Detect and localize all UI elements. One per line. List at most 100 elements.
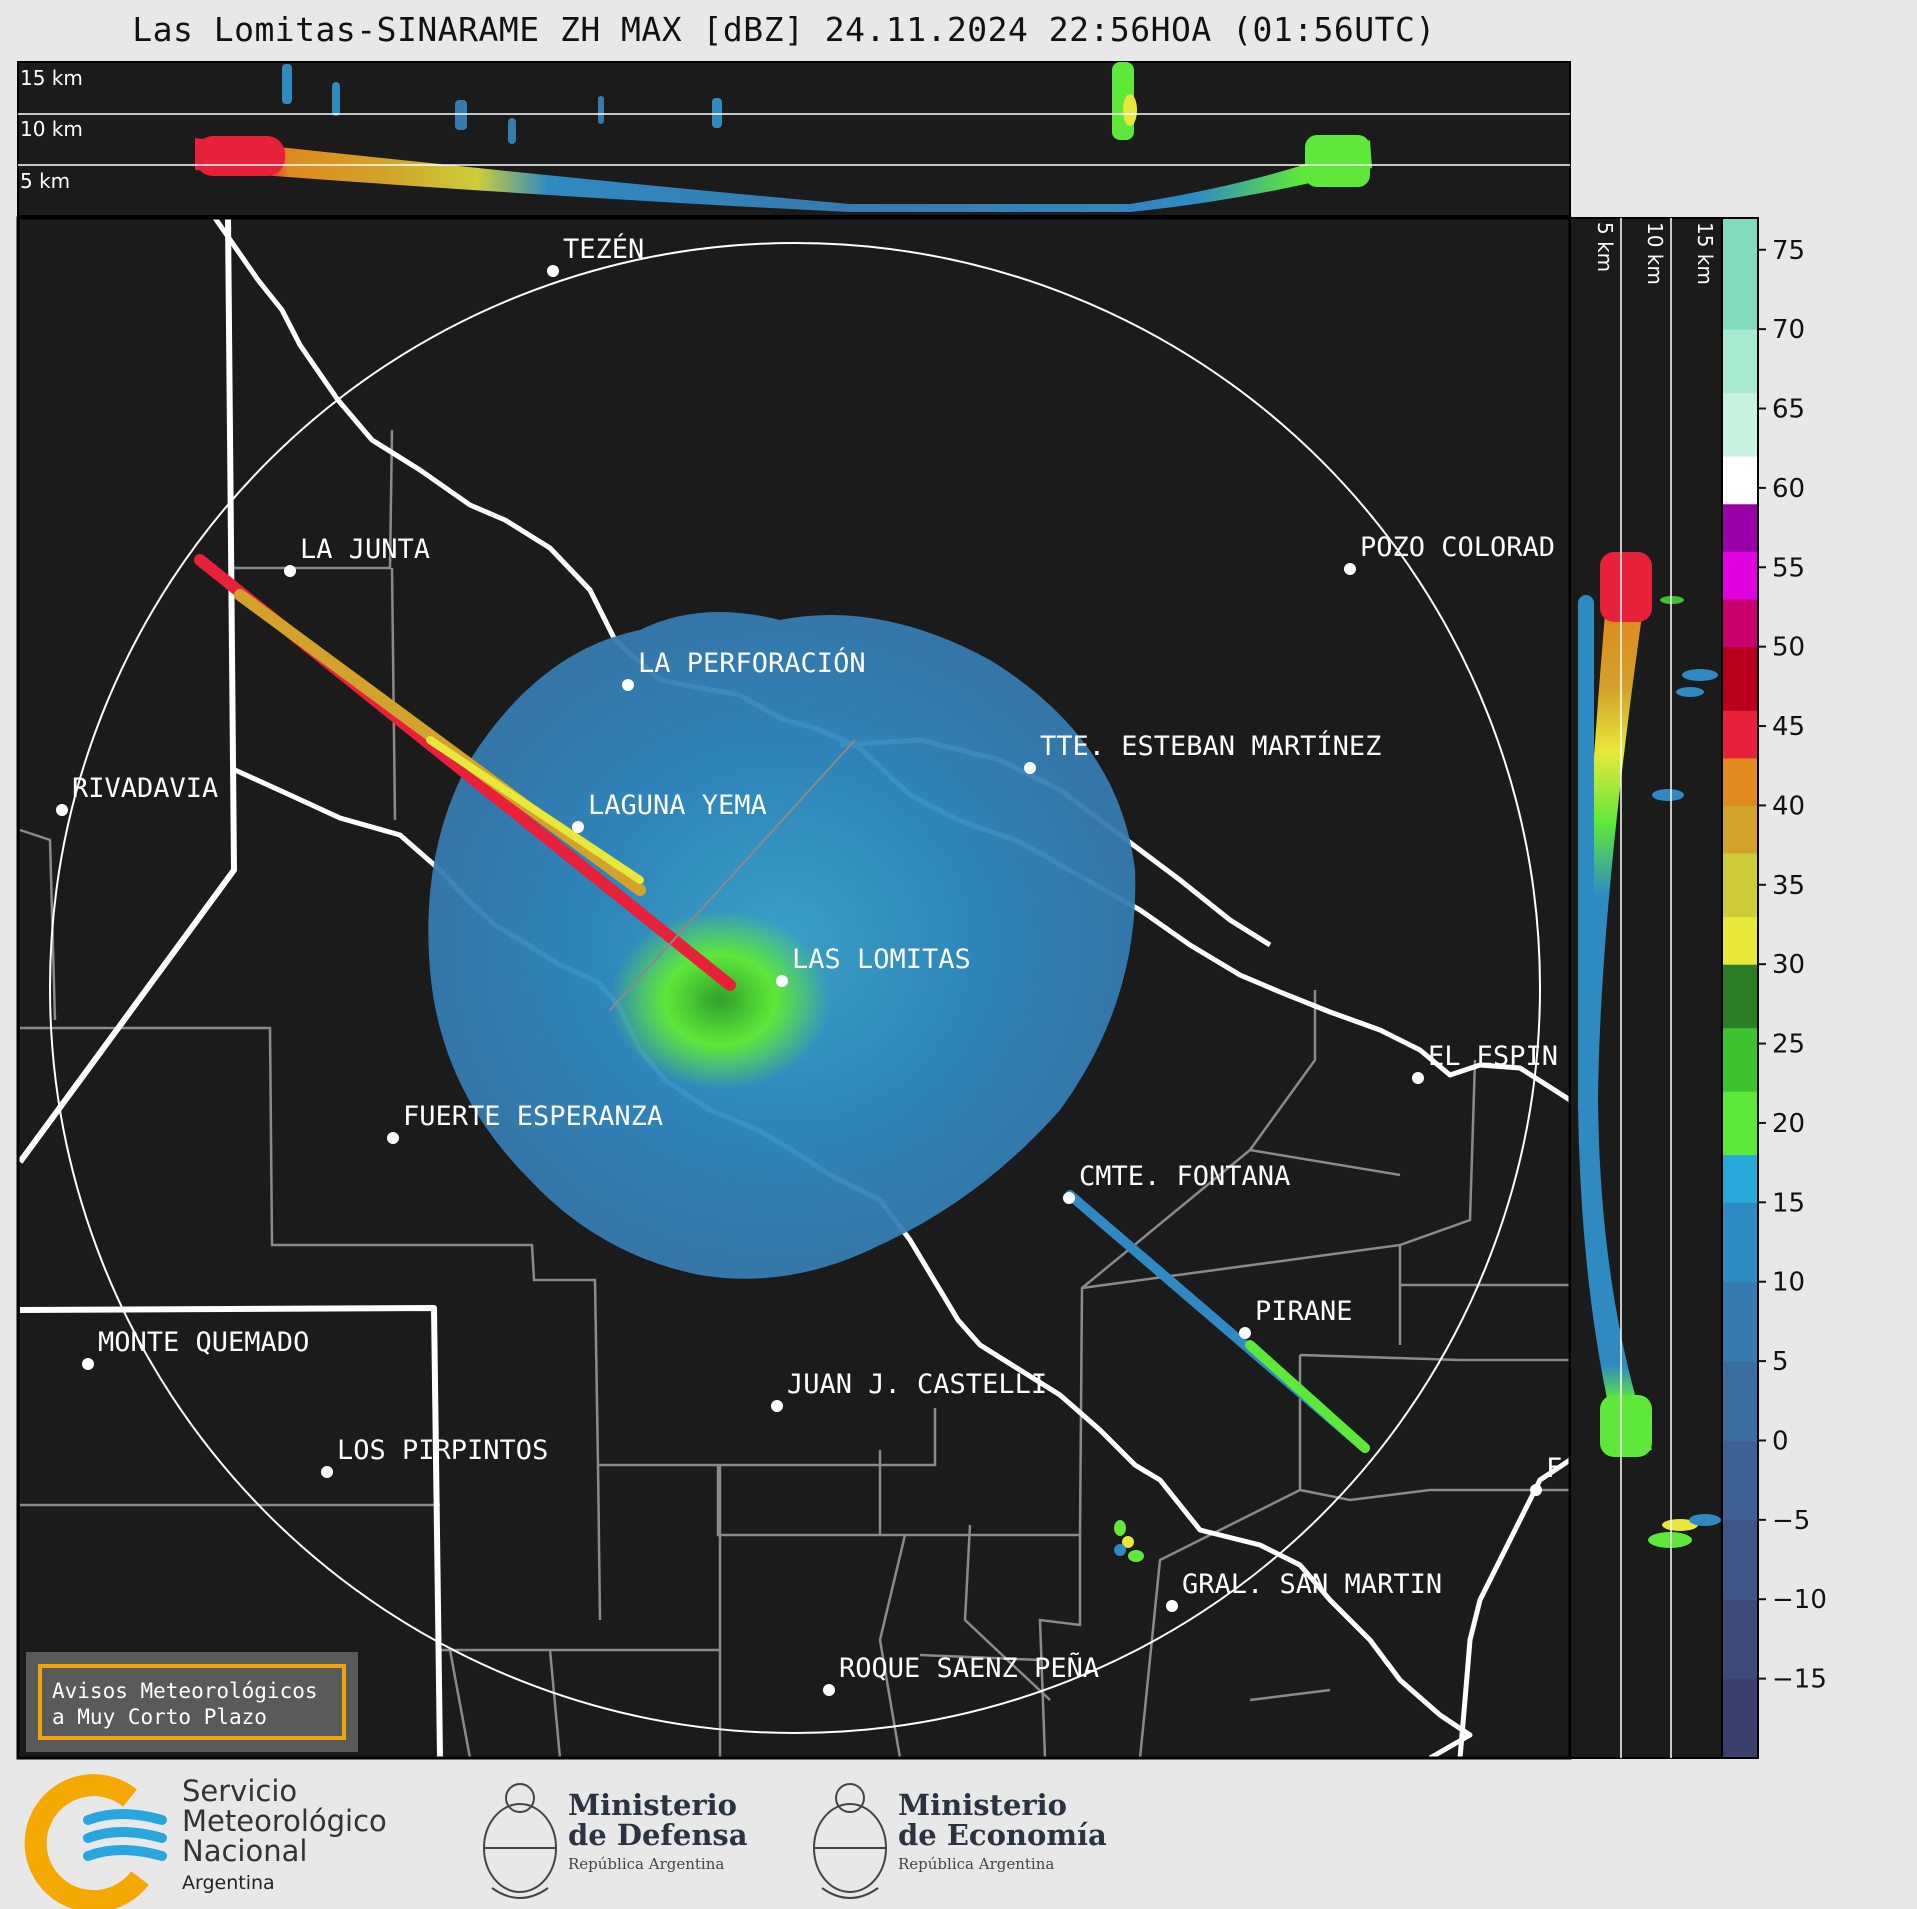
colorbar-band [1722, 646, 1758, 711]
colorbar-band [1722, 1154, 1758, 1203]
city-monte-quemado: MONTE QUEMADO [82, 1327, 309, 1370]
colorbar-band [1722, 1361, 1758, 1441]
city-marker-dot [776, 975, 788, 987]
city-label: FUERTE ESPERANZA [403, 1101, 663, 1132]
city-f: F [1530, 1453, 1562, 1496]
city-label: POZO COLORAD [1360, 532, 1555, 563]
colorbar-tick-label: 20 [1772, 1109, 1805, 1139]
echo-small [1128, 1550, 1144, 1562]
top-profile-storm-core [1123, 94, 1137, 126]
city-marker-dot [321, 1466, 333, 1478]
economia-logo-text: Ministerio de Economía República Argenti… [898, 1790, 1107, 1872]
top-profile-red-core [195, 136, 285, 176]
city-label: LAGUNA YEMA [588, 790, 767, 821]
defensa-sub: República Argentina [568, 1855, 725, 1873]
top-profile-echo [282, 64, 292, 104]
colorbar-tick-label: 60 [1772, 474, 1805, 504]
spoke-artifact-yellow [426, 736, 644, 884]
city-pozo-colorad: POZO COLORAD [1344, 532, 1555, 575]
city-roque-saenz-pe-a: ROQUE SAENZ PEÑA [823, 1652, 1099, 1696]
spoke-artifact-green [1245, 1340, 1370, 1453]
colorbar-band [1722, 1678, 1758, 1759]
colorbar-tick-label: −15 [1772, 1665, 1827, 1695]
top-alt-label-5km: 5 km [20, 169, 70, 193]
aviso-inner: Avisos Meteorológicos a Muy Corto Plazo [38, 1664, 346, 1740]
colorbar-band [1722, 1281, 1758, 1362]
city-label: LOS PIRPINTOS [337, 1435, 548, 1466]
top-profile-echo [598, 96, 604, 124]
city-label: GRAL. SAN MARTIN [1182, 1569, 1442, 1600]
logo-graphics [24, 1774, 887, 1909]
smn-logo-text: Servicio Meteorológico Nacional Argentin… [182, 1776, 387, 1898]
colorbar-tick-label: 15 [1772, 1188, 1805, 1218]
aviso-line-2: a Muy Corto Plazo [52, 1705, 267, 1729]
department-boundaries [19, 429, 1570, 1758]
city-el-espin: EL ESPIN [1412, 1041, 1558, 1084]
province-borders [18, 218, 443, 1758]
defensa-line-2: de Defensa [568, 1818, 748, 1852]
colorbar-band [1722, 1519, 1758, 1600]
city-marker-dot [572, 821, 584, 833]
top-alt-label-10km: 10 km [20, 117, 83, 141]
colorbar-band [1722, 599, 1758, 648]
side-alt-label-5km: 5 km [1593, 222, 1617, 272]
colorbar-tick-label: 35 [1772, 871, 1805, 901]
colorbar-tick-label: 10 [1772, 1268, 1805, 1298]
colorbar-band [1722, 329, 1758, 394]
smn-line-2: Meteorológico [182, 1804, 387, 1838]
side-profile-red-core [1600, 552, 1652, 622]
side-alt-label-10km: 10 km [1643, 222, 1667, 285]
economia-sub: República Argentina [898, 1855, 1055, 1873]
city-label: JUAN J. CASTELLI [787, 1369, 1047, 1400]
radar-echoes [194, 554, 1370, 1562]
city-label: LA PERFORACIÓN [638, 647, 866, 679]
city-label: F [1546, 1453, 1562, 1484]
map-panel: TEZÉN LA JUNTA POZO COLORAD LA PERFORACIÓN T… [16, 216, 1572, 1760]
city-label: RIVADAVIA [72, 773, 218, 804]
city-marker-dot [622, 679, 634, 691]
colorbar-tick-label: 65 [1772, 395, 1805, 425]
colorbar-tick-label: 5 [1772, 1347, 1789, 1377]
city-tte-esteban-mart-nez: TTE. ESTEBAN MARTÍNEZ [1024, 730, 1381, 774]
city-la-junta: LA JUNTA [284, 534, 430, 577]
range-ring [49, 242, 1541, 1734]
colorbar-frame [1721, 217, 1759, 1759]
echo-small [1122, 1536, 1134, 1548]
colorbar-band [1722, 757, 1758, 806]
side-profile-echo [1676, 687, 1704, 697]
colorbar-tick-label: 40 [1772, 791, 1805, 821]
city-marker-dot [1344, 563, 1356, 575]
side-alt-label-15km: 15 km [1693, 222, 1717, 285]
city-label: TTE. ESTEBAN MARTÍNEZ [1040, 730, 1381, 762]
colorbar-band [1722, 805, 1758, 854]
defensa-line-1: Ministerio [568, 1788, 738, 1822]
colorbar-tick-label: 50 [1772, 633, 1805, 663]
colorbar-band [1722, 853, 1758, 918]
city-label: LAS LOMITAS [792, 944, 971, 975]
side-profile-beam [1578, 553, 1652, 1455]
smn-line-3: Nacional [182, 1834, 308, 1868]
top-profile-echo [455, 100, 467, 130]
city-label: ROQUE SAENZ PEÑA [839, 1652, 1099, 1684]
chart-title: Las Lomitas-SINARAME ZH MAX [dBZ] 24.11.… [132, 10, 1436, 49]
side-profile-echo [1648, 1532, 1692, 1548]
city-marker-dot [284, 565, 296, 577]
city-la-perforaci-n: LA PERFORACIÓN [622, 647, 866, 691]
top-profile-echo [508, 118, 516, 144]
colorbar-band [1722, 1091, 1758, 1156]
side-profile-echo [1578, 595, 1594, 1115]
colorbar-tick-label: 70 [1772, 315, 1805, 345]
economia-crest-icon [813, 1783, 887, 1899]
aviso-button[interactable]: Avisos Meteorológicos a Muy Corto Plazo [26, 1652, 358, 1752]
echo-green-core [610, 910, 830, 1090]
colorbar-band [1722, 1027, 1758, 1092]
colorbar-band [1722, 916, 1758, 965]
colorbar-band [1722, 456, 1758, 505]
colorbar-band [1722, 1599, 1758, 1680]
colorbar-band [1722, 1202, 1758, 1283]
city-marker-dot [547, 265, 559, 277]
side-profile-echo [1660, 596, 1684, 604]
defensa-crest-icon [483, 1783, 557, 1899]
city-label: MONTE QUEMADO [98, 1327, 309, 1358]
